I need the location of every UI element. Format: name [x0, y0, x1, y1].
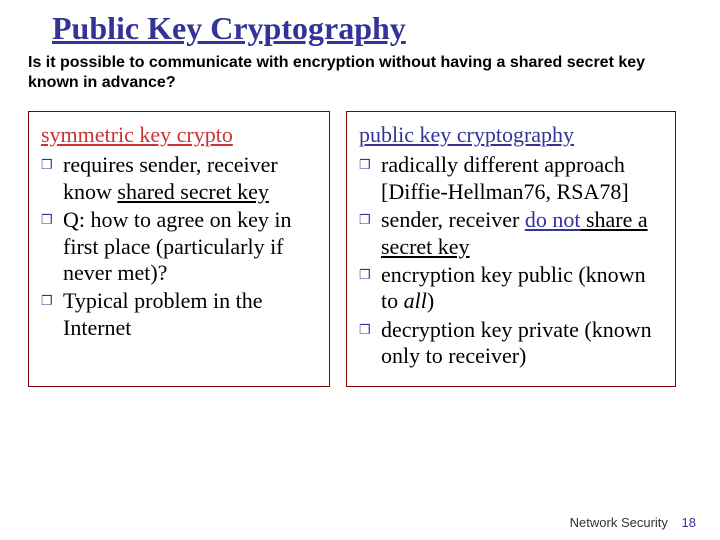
bullet-icon: ❒: [359, 212, 381, 228]
footer: Network Security 18: [570, 515, 696, 530]
right-column: public key cryptography ❒radically diffe…: [346, 111, 676, 387]
bullet-icon: ❒: [41, 293, 63, 309]
right-list: ❒radically different approach [Diffie-He…: [359, 152, 663, 369]
right-item-3e: ): [427, 288, 434, 313]
bullet-icon: ❒: [41, 157, 63, 173]
right-item-2: ❒sender, receiver do not share a secret …: [359, 207, 663, 260]
right-item-2a: sender, receiver: [381, 207, 525, 232]
footer-text: Network Security: [570, 515, 668, 530]
right-item-2b: do not: [525, 207, 581, 232]
left-item-1: ❒requires sender, receiver know shared s…: [41, 152, 317, 205]
left-item-3-text: Typical problem in the Internet: [63, 288, 262, 339]
left-item-3: ❒Typical problem in the Internet: [41, 288, 317, 341]
right-item-3d: all: [404, 288, 427, 313]
left-item-2-text: Q: how to agree on key in first place (p…: [63, 207, 292, 285]
right-heading: public key cryptography: [359, 122, 663, 148]
right-item-1-text: radically different approach [Diffie-Hel…: [381, 152, 629, 203]
slide-title: Public Key Cryptography: [52, 10, 692, 47]
bullet-icon: ❒: [359, 157, 381, 173]
bullet-icon: ❒: [41, 212, 63, 228]
slide-subtitle: Is it possible to communicate with encry…: [28, 53, 688, 93]
columns: symmetric key crypto ❒requires sender, r…: [28, 111, 692, 387]
right-item-3b: public: [518, 262, 573, 287]
right-item-3: ❒encryption key public (known to all): [359, 262, 663, 315]
page-number: 18: [682, 515, 696, 530]
left-item-1b: shared secret key: [117, 179, 268, 204]
bullet-icon: ❒: [359, 267, 381, 283]
right-item-4-text: decryption key private (known only to re…: [381, 317, 652, 368]
right-item-4: ❒decryption key private (known only to r…: [359, 317, 663, 370]
left-heading: symmetric key crypto: [41, 122, 317, 148]
left-list: ❒requires sender, receiver know shared s…: [41, 152, 317, 341]
right-item-1: ❒radically different approach [Diffie-He…: [359, 152, 663, 205]
right-item-3a: encryption key: [381, 262, 518, 287]
left-item-2: ❒Q: how to agree on key in first place (…: [41, 207, 317, 286]
bullet-icon: ❒: [359, 322, 381, 338]
slide: Public Key Cryptography Is it possible t…: [0, 0, 720, 540]
left-column: symmetric key crypto ❒requires sender, r…: [28, 111, 330, 387]
